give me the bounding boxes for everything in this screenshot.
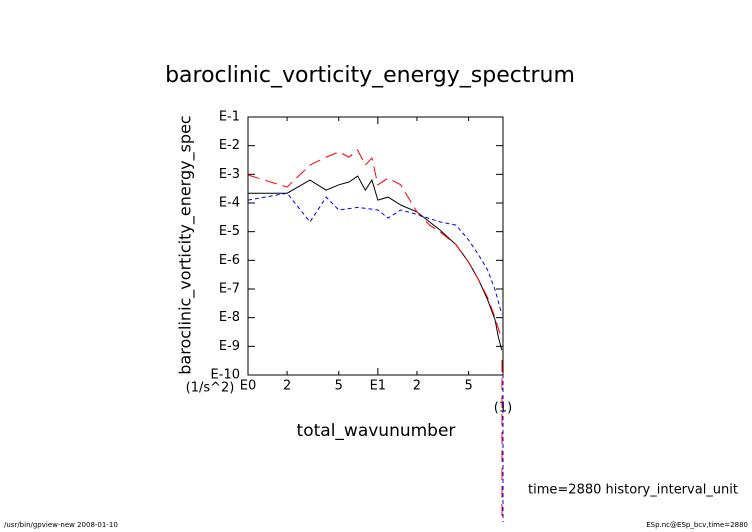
x-axis-label: total_wavunumber (297, 421, 456, 441)
y-axis-unit: (1/s^2) (186, 381, 235, 396)
x-tick-label: 5 (335, 379, 343, 394)
series-line (248, 175, 503, 351)
chart-title: baroclinic_vorticity_energy_spectrum (165, 63, 575, 88)
x-tick-label: 2 (283, 379, 291, 394)
footer-right: ESp.nc@ESp_bcv,time=2880 (646, 521, 748, 529)
y-axis-label: baroclinic_vorticity_energy_spec (176, 115, 196, 374)
y-tick-label: E-4 (219, 196, 240, 211)
y-tick-label: E-2 (219, 138, 240, 153)
x-tick-label: E0 (240, 379, 257, 394)
x-tick-label: 5 (464, 379, 472, 394)
y-tick-label: E-9 (219, 339, 240, 354)
y-tick-label: E-7 (219, 282, 240, 297)
y-tick-label: E-1 (219, 110, 240, 125)
x-tick-label: E1 (370, 379, 387, 394)
series-line (247, 192, 503, 315)
footer-left: /usr/bin/gpview-new 2008-01-10 (4, 521, 118, 529)
series-line (247, 149, 503, 340)
x-axis-unit: (1) (494, 401, 512, 416)
x-tick-label: 2 (413, 379, 421, 394)
y-tick-label: E-3 (219, 167, 240, 182)
y-tick-label: E-5 (219, 224, 240, 239)
time-note: time=2880 history_interval_unit (528, 483, 738, 498)
y-tick-label: E-10 (211, 368, 240, 383)
plot-frame (247, 116, 504, 376)
y-tick-label: E-6 (219, 253, 240, 268)
y-tick-label: E-8 (219, 310, 240, 325)
